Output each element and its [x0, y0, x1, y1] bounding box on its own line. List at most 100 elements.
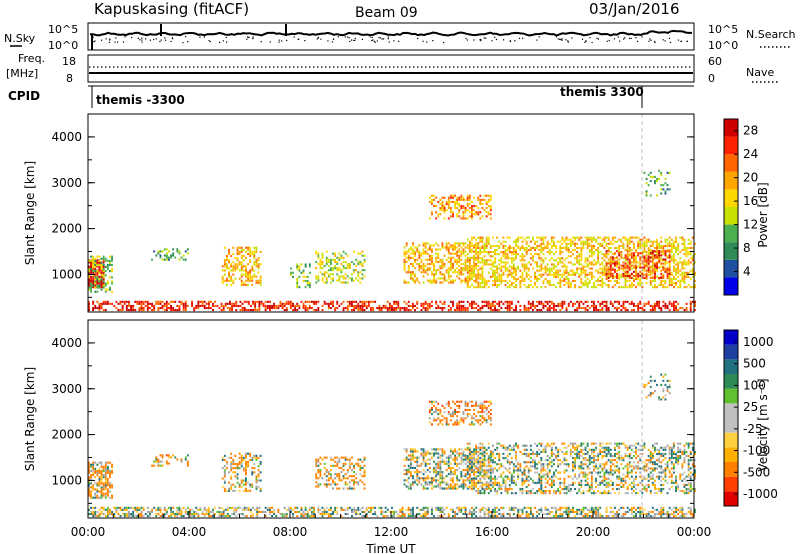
power-cell — [624, 256, 627, 259]
vel-cell — [681, 515, 684, 518]
power-cell — [161, 300, 164, 303]
power-cell — [635, 261, 637, 264]
power-cell — [210, 307, 212, 310]
power-cell — [359, 263, 362, 266]
power-cell — [420, 265, 423, 268]
vel-cell — [253, 463, 256, 466]
power-cell — [221, 275, 224, 278]
power-cell — [346, 307, 349, 310]
vel-cell — [241, 508, 244, 511]
power-cell — [664, 182, 667, 185]
power-cell — [439, 213, 442, 216]
vel-cell — [633, 515, 635, 518]
vel-cell — [96, 515, 99, 518]
vel-cell — [380, 513, 383, 516]
power-cell — [494, 273, 496, 276]
power-cell — [245, 283, 247, 286]
power-cell — [317, 254, 320, 257]
vel-cell — [553, 515, 555, 518]
power-cell — [628, 279, 631, 282]
power-cell — [559, 279, 562, 282]
power-cell — [580, 263, 583, 266]
power-cell — [477, 256, 480, 259]
power-cell — [609, 302, 612, 305]
power-cell — [426, 273, 429, 276]
power-cell — [254, 309, 257, 312]
power-cell — [253, 261, 256, 264]
vel-cell — [170, 506, 172, 509]
vel-cell — [96, 484, 99, 487]
power-cell — [332, 302, 334, 305]
power-cell — [576, 236, 579, 239]
power-cell — [580, 267, 583, 270]
power-cell — [485, 302, 488, 305]
power-cell — [159, 250, 162, 253]
vel-cell — [102, 486, 105, 489]
vel-cell — [401, 513, 404, 516]
power-cell — [616, 256, 618, 259]
power-cell — [576, 261, 579, 264]
power-cell — [407, 250, 410, 253]
search-noise-dot — [641, 36, 643, 38]
power-cell — [656, 266, 658, 269]
power-cell — [694, 279, 696, 282]
vel-cell — [342, 462, 345, 465]
power-cell — [104, 290, 107, 293]
power-cell — [479, 284, 482, 287]
power-cell — [388, 307, 391, 310]
power-cell — [437, 248, 440, 251]
power-cell — [304, 263, 307, 266]
power-cell — [330, 258, 332, 261]
power-cell — [590, 300, 593, 303]
power-cell — [534, 253, 536, 256]
power-cell — [548, 242, 551, 245]
vel-cell — [473, 510, 475, 513]
power-cell — [517, 244, 520, 247]
vel-cell — [176, 458, 179, 461]
power-cell — [614, 240, 616, 243]
vel-cell — [172, 510, 175, 513]
vel-cell — [597, 515, 600, 518]
power-cell — [656, 269, 658, 272]
power-cell — [441, 273, 444, 276]
power-cell — [182, 258, 185, 261]
vel-cell — [500, 515, 503, 518]
power-cell — [466, 260, 469, 263]
vel-cell — [102, 482, 105, 485]
power-cell — [523, 259, 526, 262]
power-cell — [662, 244, 665, 247]
power-cell — [649, 251, 652, 254]
power-cell — [635, 304, 637, 307]
power-cell — [651, 242, 654, 245]
power-cell — [96, 265, 99, 268]
vel-cell — [348, 481, 351, 484]
power-cell — [359, 307, 362, 310]
power-cell — [479, 217, 482, 220]
power-cell — [633, 260, 635, 263]
vel-cell — [336, 456, 339, 459]
vel-cell — [348, 485, 351, 488]
power-cell — [681, 261, 684, 264]
vel-cell — [259, 489, 262, 492]
power-cell — [232, 279, 235, 282]
power-cell — [572, 242, 574, 245]
power-cell — [675, 240, 677, 243]
vel-cell — [238, 489, 241, 492]
power-cell — [616, 307, 618, 310]
power-cell — [641, 251, 644, 254]
power-cell — [496, 236, 499, 239]
power-cell — [605, 256, 608, 259]
vel-cell — [649, 510, 652, 513]
power-cell — [443, 196, 446, 199]
vel-cell — [384, 506, 387, 509]
power-cell — [654, 279, 656, 282]
power-cell — [477, 309, 480, 312]
power-cell — [540, 242, 543, 245]
power-cell — [565, 307, 568, 310]
vel-cell — [251, 456, 254, 459]
power-cell — [468, 265, 471, 268]
power-cell — [475, 279, 478, 282]
power-cell — [98, 278, 101, 281]
power-cell — [439, 209, 442, 212]
